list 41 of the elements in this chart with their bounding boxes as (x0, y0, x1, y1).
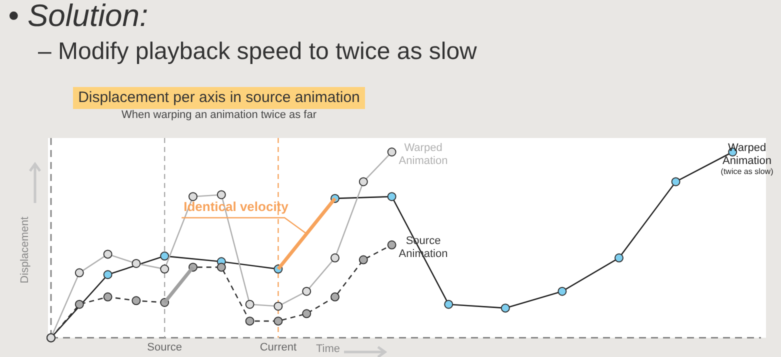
point (74, 268, 84, 278)
point (216, 190, 226, 200)
point (188, 192, 198, 202)
point (245, 300, 254, 309)
point (358, 255, 368, 264)
point (245, 316, 254, 326)
point (330, 253, 340, 262)
point (671, 177, 680, 186)
point (302, 309, 312, 318)
y-axis-title: Displacement (19, 216, 31, 284)
point (387, 148, 396, 156)
point (358, 177, 368, 186)
point (274, 302, 283, 311)
chart-title: Displacement per axis in source animation (73, 87, 365, 109)
x-tick-label: Current (260, 341, 297, 354)
point (500, 304, 510, 313)
text: • Solution: (8, 0, 148, 34)
point (444, 300, 454, 309)
point (103, 292, 112, 302)
point (614, 253, 624, 262)
point (160, 252, 170, 261)
point (274, 316, 283, 326)
point (302, 286, 312, 296)
point (103, 250, 112, 259)
point (74, 300, 84, 309)
point (132, 258, 141, 268)
point (216, 262, 226, 272)
point (558, 286, 567, 296)
x-tick-label: Source (147, 341, 182, 354)
series-label: Warped Animation (398, 142, 448, 168)
point (132, 296, 141, 306)
text: – Modify playback speed to twice as slow (38, 38, 477, 66)
point (330, 292, 340, 302)
x-axis-title: Time (316, 343, 340, 355)
annotation: Identical velocity (184, 198, 290, 214)
point (103, 270, 112, 280)
point (387, 240, 396, 250)
chart-subtitle: When warping an animation twice as far (120, 109, 318, 121)
point (387, 192, 396, 202)
series-label: Warped Animation (twice as slow) (720, 142, 774, 176)
point (160, 264, 170, 274)
